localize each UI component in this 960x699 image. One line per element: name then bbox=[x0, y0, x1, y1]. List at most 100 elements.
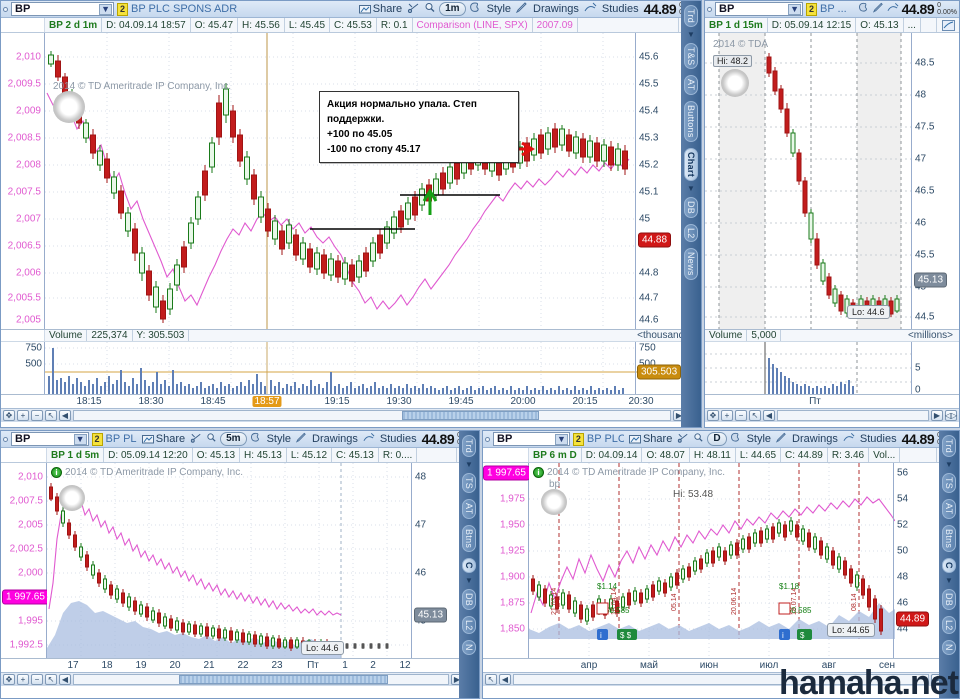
scroll-left-arrow-icon[interactable]: ◀ bbox=[59, 674, 71, 685]
pencil-icon[interactable] bbox=[515, 2, 528, 16]
expand-chart-icon[interactable] bbox=[937, 18, 959, 32]
link-group-badge[interactable]: 2 bbox=[91, 432, 103, 446]
volume-plot-top-left[interactable]: 750 500 bbox=[1, 342, 701, 394]
pan-tool-icon[interactable]: ✥ bbox=[3, 410, 15, 421]
sidebar-item-l2[interactable]: L2 bbox=[942, 615, 956, 635]
chevron-down-icon[interactable]: ▼ bbox=[788, 3, 801, 15]
chevron-down-icon[interactable]: ▼ bbox=[554, 433, 568, 445]
drawings-button[interactable]: Drawings bbox=[312, 433, 358, 445]
link-dot-icon[interactable] bbox=[707, 6, 712, 12]
pencil-icon[interactable] bbox=[295, 432, 307, 446]
horizontal-scrollbar[interactable] bbox=[73, 410, 671, 421]
link-dot-icon[interactable] bbox=[3, 436, 8, 442]
sidebar-item-at[interactable]: AT bbox=[942, 499, 956, 519]
studies-button[interactable]: Studies bbox=[601, 3, 639, 15]
sidebar-item-chart[interactable]: C bbox=[942, 557, 956, 573]
symbol-input[interactable]: BP ▼ bbox=[11, 2, 114, 16]
pan-tool-icon[interactable]: ✥ bbox=[3, 674, 15, 685]
pencil-icon[interactable] bbox=[872, 2, 884, 16]
style-palette-icon[interactable] bbox=[858, 2, 870, 16]
link-dot-icon[interactable] bbox=[3, 6, 8, 12]
scroll-left-arrow-icon[interactable]: ◀ bbox=[59, 410, 71, 421]
studies-icon[interactable] bbox=[843, 432, 855, 446]
horizontal-scrollbar[interactable] bbox=[513, 674, 929, 685]
sidebar-item-db[interactable]: DB bbox=[684, 196, 698, 218]
magnifier-icon[interactable] bbox=[206, 432, 217, 446]
link-group-badge[interactable]: 2 bbox=[572, 432, 584, 446]
sidebar-item-ts[interactable]: TS bbox=[462, 473, 476, 494]
style-palette-icon[interactable] bbox=[250, 432, 262, 446]
sidebar-item-trd[interactable]: Trd bbox=[942, 435, 956, 458]
sidebar-item-news[interactable]: News bbox=[684, 248, 698, 281]
chevron-down-icon[interactable]: ▼ bbox=[73, 433, 87, 445]
share-button[interactable]: Share bbox=[140, 433, 187, 445]
drawings-button[interactable]: Drawings bbox=[792, 433, 838, 445]
zoom-in-icon[interactable]: + bbox=[17, 410, 29, 421]
sidebar-item-buttons[interactable]: Btns bbox=[462, 524, 476, 552]
zoom-in-icon[interactable]: + bbox=[721, 410, 733, 421]
chevron-down-icon[interactable]: ▼ bbox=[99, 3, 112, 15]
info-badge-icon[interactable]: i bbox=[533, 467, 544, 478]
zoom-out-icon[interactable]: − bbox=[735, 410, 747, 421]
sidebar-item-buttons[interactable]: Btns bbox=[942, 524, 956, 552]
link-group-badge[interactable]: 2 bbox=[117, 2, 129, 16]
studies-icon[interactable] bbox=[584, 2, 597, 16]
fit-range-icon[interactable]: ◁▷ bbox=[944, 410, 958, 421]
crosshair-icon[interactable] bbox=[407, 2, 421, 16]
scrollbar-thumb[interactable] bbox=[401, 411, 539, 420]
studies-icon[interactable] bbox=[887, 2, 899, 16]
rail-collapse-arrow-icon[interactable]: ▼ bbox=[945, 460, 953, 470]
style-button[interactable]: Style bbox=[746, 433, 772, 445]
sidebar-item-trd[interactable]: Trd bbox=[684, 5, 698, 28]
sidebar-item-at[interactable]: AT bbox=[462, 499, 476, 519]
studies-button[interactable]: Studies bbox=[859, 433, 897, 445]
price-plot-bottom-right[interactable]: 1 997.65 1,975 1,950 1,925 1,900 1,875 1… bbox=[483, 463, 959, 658]
share-button[interactable]: Share bbox=[627, 433, 674, 445]
sidebar-item-trd[interactable]: Trd bbox=[462, 435, 476, 458]
scroll-left-arrow-icon[interactable]: ◀ bbox=[499, 674, 511, 685]
pan-tool-icon[interactable]: ✥ bbox=[707, 410, 719, 421]
sidebar-item-chart[interactable]: C bbox=[462, 557, 476, 573]
sidebar-item-db[interactable]: DB bbox=[942, 588, 956, 610]
magnifier-icon[interactable] bbox=[693, 432, 704, 446]
horizontal-scrollbar[interactable] bbox=[73, 674, 449, 685]
studies-icon[interactable] bbox=[363, 432, 375, 446]
timeframe-button[interactable]: 5m bbox=[220, 432, 247, 446]
sidebar-item-db[interactable]: DB bbox=[462, 588, 476, 610]
style-palette-icon[interactable] bbox=[469, 2, 482, 16]
sidebar-item-news[interactable]: N bbox=[462, 640, 476, 656]
price-plot-bottom-left[interactable]: 2,010 2,007.5 2,005 2,002.5 2,000 1 997.… bbox=[1, 463, 479, 658]
rail-collapse-arrow-icon[interactable]: ▼ bbox=[687, 30, 695, 40]
info-badge-icon[interactable]: i bbox=[51, 467, 62, 478]
cursor-tool-icon[interactable]: ↖ bbox=[45, 674, 57, 685]
link-dot-icon[interactable] bbox=[485, 436, 490, 442]
rail-collapse-arrow-icon-2[interactable]: ▼ bbox=[945, 575, 953, 585]
style-button[interactable]: Style bbox=[486, 3, 512, 15]
cursor-tool-icon[interactable]: ↖ bbox=[45, 410, 57, 421]
zoom-out-icon[interactable]: − bbox=[31, 410, 43, 421]
zoom-in-icon[interactable]: + bbox=[17, 674, 29, 685]
drawings-button[interactable]: Drawings bbox=[533, 3, 579, 15]
rail-collapse-arrow-icon[interactable]: ▼ bbox=[465, 460, 473, 470]
sidebar-item-chart[interactable]: Chart bbox=[684, 147, 698, 181]
scroll-left-arrow-icon[interactable]: ◀ bbox=[763, 410, 775, 421]
timeframe-button[interactable]: D bbox=[707, 432, 727, 446]
share-button[interactable]: Share bbox=[357, 3, 404, 15]
zoom-out-icon[interactable]: − bbox=[31, 674, 43, 685]
link-group-badge[interactable]: 2 bbox=[806, 2, 818, 16]
sidebar-item-news[interactable]: N bbox=[942, 640, 956, 656]
sidebar-item-l2[interactable]: L2 bbox=[462, 615, 476, 635]
chart-annotation-note[interactable]: Акция нормально упала. Степ поддержки. +… bbox=[319, 91, 519, 163]
timeframe-button[interactable]: 1m bbox=[439, 2, 466, 16]
style-button[interactable]: Style bbox=[266, 433, 292, 445]
sidebar-item-ts[interactable]: T&S bbox=[684, 43, 698, 70]
sidebar-item-l2[interactable]: L2 bbox=[684, 223, 698, 243]
sidebar-item-ts[interactable]: TS bbox=[942, 473, 956, 494]
rail-collapse-arrow-icon-2[interactable]: ▼ bbox=[465, 575, 473, 585]
volume-plot-top-right[interactable]: 5 0 bbox=[705, 342, 959, 396]
rail-collapse-arrow-icon-2[interactable]: ▼ bbox=[687, 183, 695, 193]
studies-button[interactable]: Studies bbox=[379, 433, 417, 445]
magnifier-icon[interactable] bbox=[424, 2, 436, 16]
price-plot-top-right[interactable]: 2014 © TDA Hi: 48.2 Lo: 44.6 48.5 48 47.… bbox=[705, 33, 959, 329]
cursor-tool-icon[interactable]: ↖ bbox=[749, 410, 761, 421]
